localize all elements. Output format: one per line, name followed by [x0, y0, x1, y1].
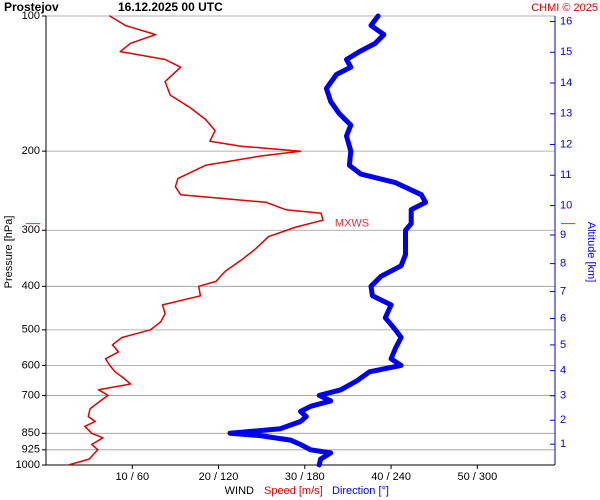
y2-tick-label: 11: [560, 169, 571, 181]
series-line: [227, 13, 429, 468]
x-tick-label: 30 / 180: [285, 471, 325, 483]
y-tick-label: 850: [22, 427, 40, 439]
y2-tick-label: 3: [560, 390, 566, 402]
y-tick-label: 925: [22, 444, 40, 456]
y2-tick-label: 7: [560, 285, 566, 297]
y2-tick-label: 14: [560, 77, 572, 89]
x-tick-label: 50 / 300: [457, 471, 497, 483]
y-tick-label: 400: [22, 280, 40, 292]
y2-tick-label: 10: [560, 199, 572, 211]
x-tick-label: 40 / 240: [371, 471, 411, 483]
chart-title: Prostejov: [4, 0, 59, 14]
x-tick-label: 20 / 120: [199, 471, 239, 483]
y2-tick-label: 13: [560, 108, 572, 120]
chart-subtitle: 16.12.2025 00 UTC: [118, 0, 223, 14]
y2-tick-label: 12: [560, 138, 572, 150]
y2-tick-label: 5: [560, 339, 566, 351]
x-tick-label: 10 / 60: [115, 471, 149, 483]
y2-tick-label: 15: [560, 46, 572, 58]
y-tick-label: 600: [22, 359, 40, 371]
legend-speed: Speed [m/s]: [264, 485, 323, 497]
y2-tick-label: 9: [560, 229, 566, 241]
y-tick-label: 1000: [16, 459, 40, 471]
y-tick-label: 500: [22, 324, 40, 336]
y2-tick-label: 4: [560, 365, 566, 377]
legend-direction: Direction [°]: [332, 485, 389, 497]
x-axis-label: WIND: [225, 485, 254, 497]
y2-tick-label: 16: [560, 15, 572, 27]
series-line: [67, 15, 324, 466]
annotation-label: MXWS: [335, 218, 369, 230]
y-tick-label: 100: [22, 10, 40, 22]
y2-tick-label: 2: [560, 414, 566, 426]
y-axis-label: Pressure [hPa]: [3, 216, 15, 289]
credit: CHMI © 2025: [531, 2, 598, 14]
y-tick-label: 200: [22, 145, 40, 157]
y2-tick-label: 1: [560, 438, 566, 450]
y-tick-label: 300: [22, 224, 40, 236]
y2-tick-label: 6: [560, 312, 566, 324]
y2-tick-label: 8: [560, 258, 566, 270]
y-tick-label: 700: [22, 389, 40, 401]
y2-axis-label: Altitude [km]: [585, 222, 597, 283]
